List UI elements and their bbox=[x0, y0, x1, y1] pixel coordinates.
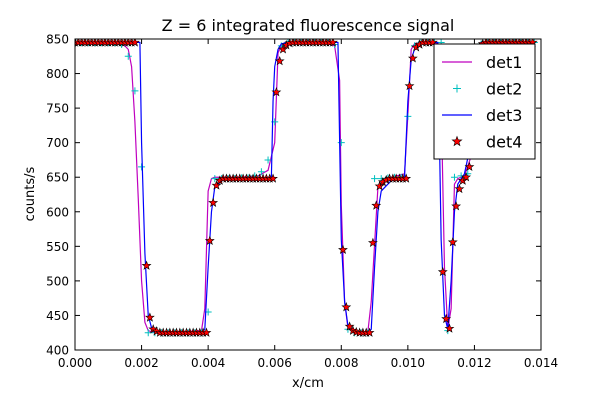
data-point-det4 bbox=[451, 201, 462, 211]
data-point-det4 bbox=[374, 181, 385, 191]
legend-label-det2: det2 bbox=[486, 80, 522, 99]
data-point-det2 bbox=[264, 156, 272, 164]
x-tick-label: 0.006 bbox=[258, 356, 292, 370]
legend-item-det4: det4 bbox=[451, 133, 522, 152]
legend-item-det1: det1 bbox=[442, 53, 522, 72]
data-point-det2 bbox=[450, 173, 458, 181]
legend-label-det3: det3 bbox=[486, 106, 522, 125]
x-axis-label: x/cm bbox=[292, 376, 324, 391]
data-point-det4 bbox=[268, 173, 278, 183]
axis-ticks: 0.000 0.002 0.004 0.006 0.008 0.010 0.012 0.014… bbox=[46, 33, 558, 371]
data-point-det4 bbox=[201, 327, 212, 337]
data-point-det2 bbox=[371, 175, 379, 183]
data-point-det2 bbox=[211, 175, 219, 183]
data-point-det4 bbox=[141, 260, 152, 270]
x-tick-label: 0.000 bbox=[58, 356, 92, 370]
data-point-det4 bbox=[427, 39, 438, 47]
legend-swatch-det2 bbox=[453, 84, 461, 93]
data-point-det4 bbox=[454, 183, 465, 194]
legend-item-det3: det3 bbox=[442, 106, 522, 125]
y-tick-label: 450 bbox=[46, 309, 69, 323]
data-point-det4 bbox=[441, 313, 452, 324]
y-tick-label: 400 bbox=[46, 344, 69, 358]
data-point-det4 bbox=[447, 237, 458, 247]
data-point-det2 bbox=[257, 168, 265, 176]
x-tick-label: 0.008 bbox=[324, 356, 358, 370]
data-point-det4 bbox=[204, 235, 215, 245]
data-point-det4 bbox=[208, 197, 219, 207]
y-tick-label: 800 bbox=[46, 67, 69, 81]
legend-label-det4: det4 bbox=[486, 133, 522, 152]
y-tick-label: 650 bbox=[46, 171, 69, 185]
y-tick-label: 700 bbox=[46, 136, 69, 150]
data-point-det4 bbox=[364, 327, 375, 337]
x-tick-label: 0.010 bbox=[391, 356, 425, 370]
data-point-det4 bbox=[368, 237, 378, 248]
legend-swatch-det4 bbox=[451, 135, 463, 147]
data-point-det4 bbox=[401, 173, 412, 183]
data-point-det4 bbox=[278, 44, 288, 54]
y-tick-label: 550 bbox=[46, 240, 69, 254]
data-point-det4 bbox=[341, 301, 352, 312]
data-point-det4 bbox=[328, 39, 338, 47]
legend-item-det2: det2 bbox=[453, 80, 522, 99]
data-point-det4 bbox=[274, 55, 285, 66]
legend: det1 det2 det3 det4 bbox=[433, 43, 536, 160]
y-tick-label: 600 bbox=[46, 205, 69, 219]
x-tick-label: 0.014 bbox=[524, 356, 558, 370]
data-point-det4 bbox=[338, 244, 348, 254]
y-axis-label: counts/s bbox=[23, 166, 38, 221]
x-tick-label: 0.012 bbox=[457, 356, 491, 370]
data-point-det2 bbox=[138, 163, 146, 171]
x-tick-label: 0.002 bbox=[124, 356, 158, 370]
data-point-det4 bbox=[461, 172, 472, 182]
legend-box bbox=[433, 43, 536, 160]
data-point-det4 bbox=[144, 312, 155, 322]
data-point-det4 bbox=[130, 39, 140, 47]
plot-frame bbox=[74, 38, 542, 351]
y-tick-label: 500 bbox=[46, 274, 69, 288]
data-point-det4 bbox=[371, 200, 382, 210]
data-point-det4 bbox=[211, 180, 222, 190]
chart-title: Z = 6 integrated fluorescence signal bbox=[162, 16, 455, 35]
data-point-det4 bbox=[464, 161, 475, 172]
data-point-det4 bbox=[437, 266, 448, 277]
legend-label-det1: det1 bbox=[486, 53, 522, 72]
data-point-det2 bbox=[124, 52, 132, 60]
data-point-det2 bbox=[131, 87, 139, 95]
data-point-det4 bbox=[344, 321, 355, 331]
y-tick-label: 750 bbox=[46, 102, 69, 116]
data-point-det4 bbox=[271, 87, 282, 97]
data-point-det4 bbox=[407, 53, 418, 63]
data-point-det4 bbox=[444, 323, 455, 333]
data-point-det2 bbox=[337, 139, 345, 147]
x-tick-label: 0.004 bbox=[191, 356, 225, 370]
data-point-det4 bbox=[404, 80, 415, 91]
y-tick-label: 850 bbox=[46, 33, 69, 47]
